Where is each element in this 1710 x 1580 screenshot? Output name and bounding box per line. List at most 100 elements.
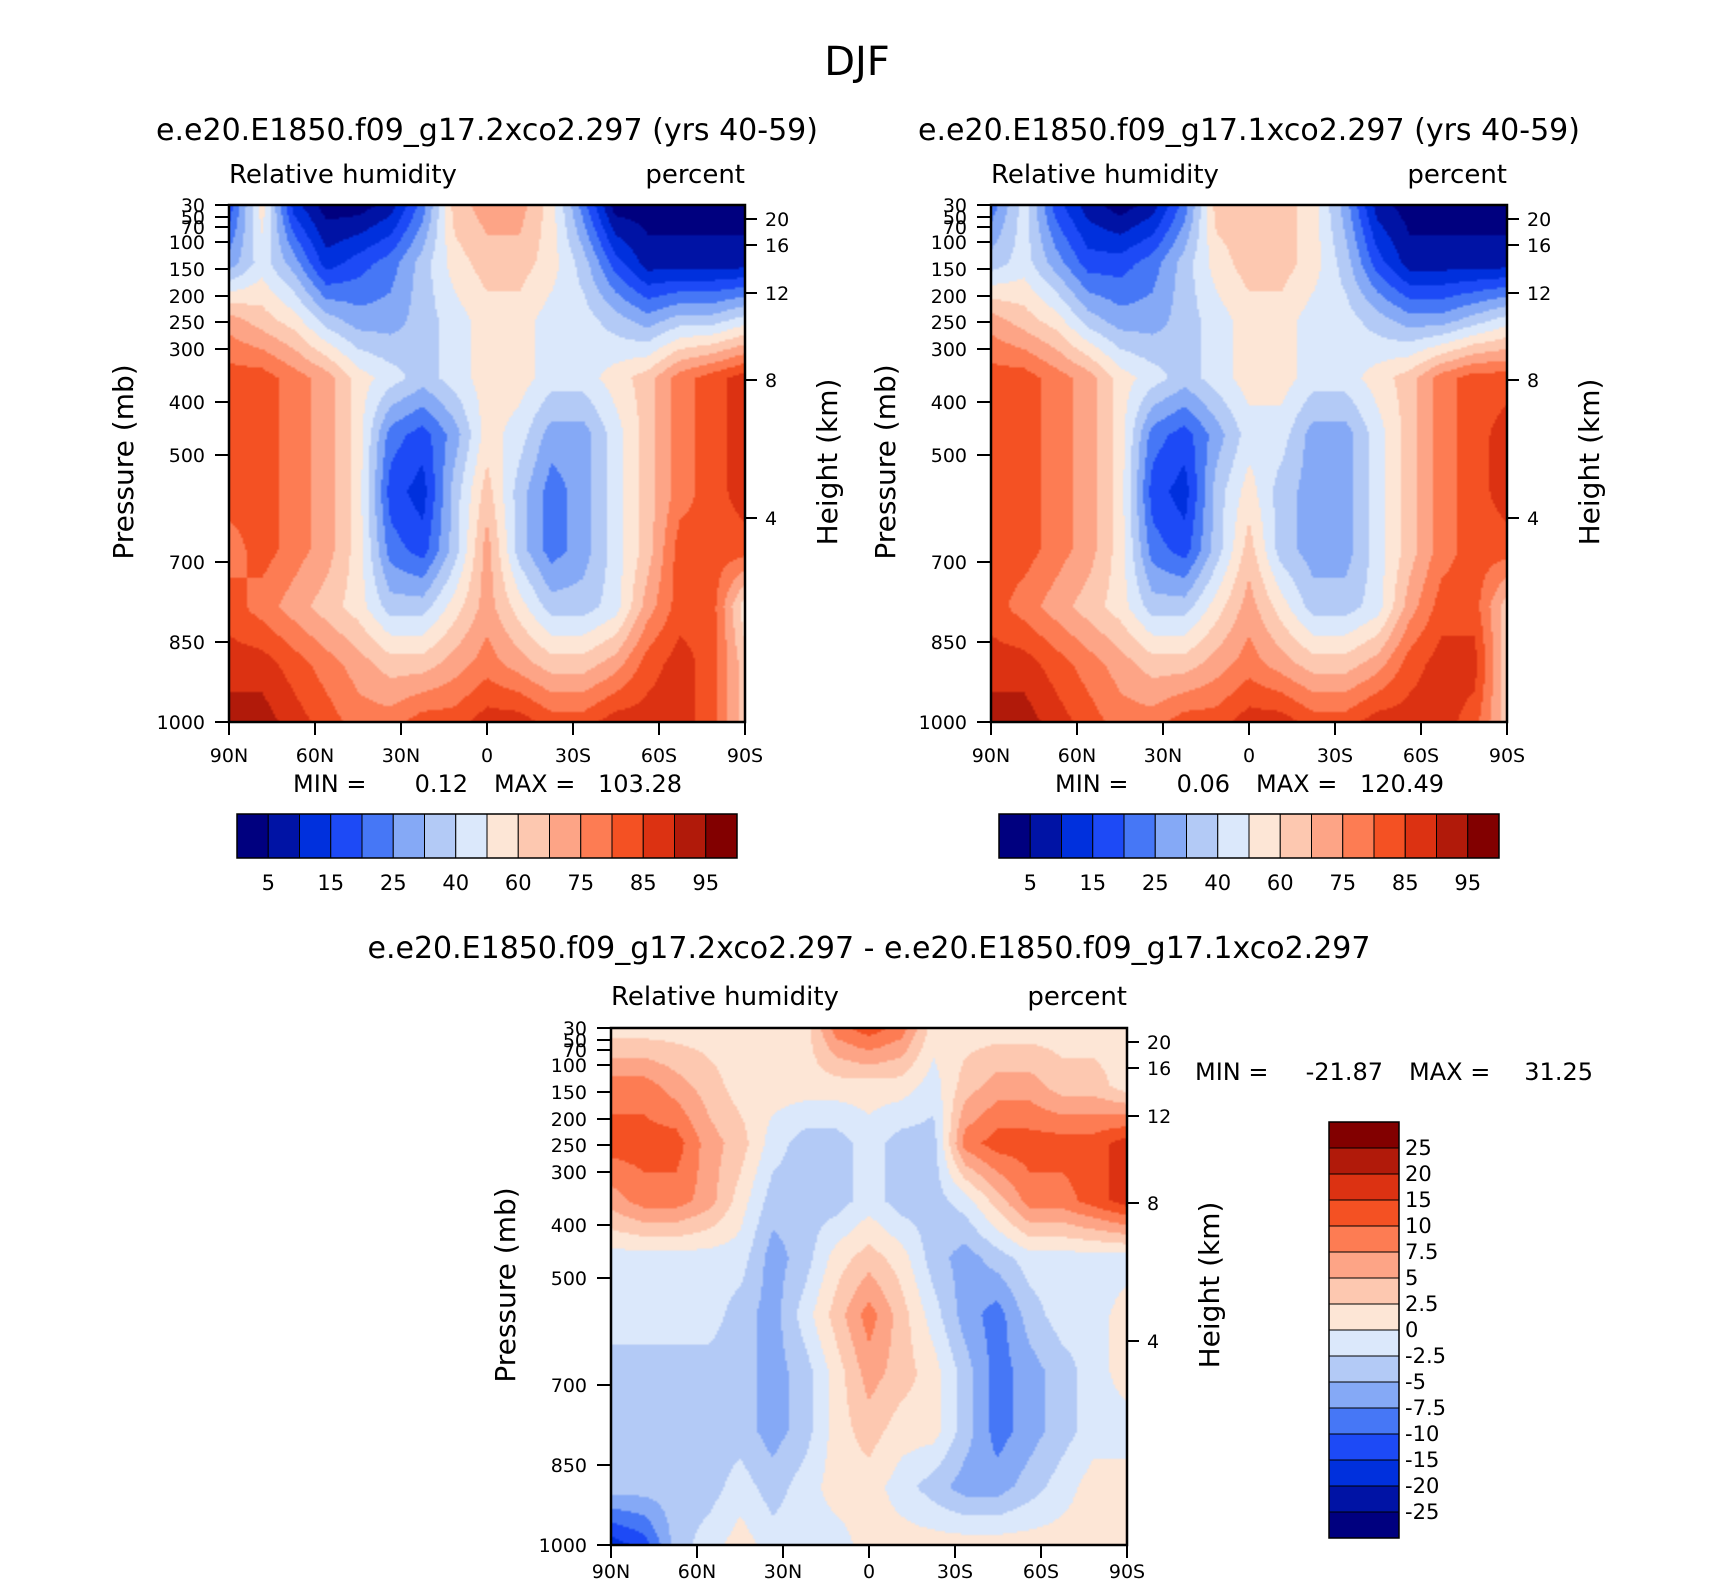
height-tick: 4 (745, 508, 777, 530)
units-label: percent (1027, 982, 1127, 1012)
height-tick-label: 12 (1147, 1106, 1171, 1128)
x-tick-label: 60S (1023, 1561, 1059, 1580)
y-tick: 500 (169, 445, 229, 467)
x-tick-label: 0 (1243, 745, 1255, 767)
colorbar-label: -15 (1405, 1448, 1439, 1472)
y-tick-label: 850 (931, 632, 967, 654)
y-tick-label: 300 (169, 339, 205, 361)
colorbar-swatch (1328, 1485, 1400, 1513)
height-tick-label: 4 (765, 508, 777, 530)
colorbar-swatch (1328, 1173, 1400, 1201)
y-tick-label: 500 (931, 445, 967, 467)
colorbar-swatch (1328, 1329, 1400, 1357)
height-tick-label: 12 (1527, 283, 1551, 305)
x-tick: 0 (863, 1545, 875, 1580)
colorbar-swatch (1328, 1511, 1400, 1539)
max-value: 31.25 (1524, 1058, 1593, 1086)
y-tick-label: 700 (931, 552, 967, 574)
min-label: MIN = (1055, 770, 1128, 798)
y-tick: 850 (169, 632, 229, 654)
x-tick: 90S (727, 722, 763, 767)
colorbar-label: 25 (1142, 871, 1169, 895)
x-tick: 0 (481, 722, 493, 767)
colorbar-swatch (267, 813, 300, 859)
colorbar-label: -7.5 (1405, 1396, 1446, 1420)
y-tick: 50 (181, 207, 229, 229)
height-tick: 8 (1507, 370, 1539, 392)
colorbar-swatch (1217, 813, 1250, 859)
y-tick: 150 (169, 259, 229, 281)
y-tick-label: 250 (931, 312, 967, 334)
units-label: percent (645, 160, 745, 190)
y-tick: 1000 (539, 1535, 611, 1557)
y-tick: 1000 (919, 712, 991, 734)
height-tick: 12 (1127, 1106, 1171, 1128)
colorbar-swatch (611, 813, 644, 859)
y-tick-label: 70 (563, 1040, 587, 1062)
y-tick: 70 (943, 217, 991, 239)
colorbar-swatch (1092, 813, 1125, 859)
y-tick-label: 200 (931, 286, 967, 308)
min-value: -21.87 (1306, 1058, 1383, 1086)
y-tick-label: 200 (551, 1109, 587, 1131)
colorbar-frame (998, 813, 1500, 859)
y-tick: 100 (551, 1055, 611, 1077)
y-axis-left: 30 50 70 100 150 200 250 300 400 500 700… (539, 1018, 611, 1557)
colorbar-label: 75 (567, 871, 594, 895)
colorbar-label: 85 (630, 871, 657, 895)
height-tick-label: 20 (1147, 1032, 1171, 1054)
contour-field (991, 205, 1507, 722)
y-axis-right: 20 16 12 8 4 (1127, 1032, 1171, 1353)
x-tick: 60S (1403, 722, 1439, 767)
y-tick-label: 700 (551, 1375, 587, 1397)
colorbar-swatch (1328, 1303, 1400, 1331)
y-tick: 300 (169, 339, 229, 361)
colorbar-label: 7.5 (1405, 1240, 1438, 1264)
y-tick: 400 (169, 392, 229, 414)
colorbar: 5 15 25 40 60 75 85 95 (236, 813, 738, 895)
max-value: 103.28 (598, 770, 682, 798)
x-tick: 30N (1144, 722, 1182, 767)
height-tick: 4 (1127, 1331, 1159, 1353)
height-tick: 12 (1507, 283, 1551, 305)
variable-label: Relative humidity (229, 160, 457, 190)
units-label: percent (1407, 160, 1507, 190)
y-axis-label-pressure: Pressure (mb) (107, 364, 140, 559)
colorbar-frame (1328, 1121, 1400, 1539)
colorbar-label: 95 (1454, 871, 1481, 895)
x-tick: 90N (210, 722, 248, 767)
x-tick: 30S (937, 1545, 973, 1580)
figure-title: DJF (824, 39, 890, 85)
y-tick-label: 50 (181, 207, 205, 229)
colorbar-swatch (330, 813, 363, 859)
x-tick-label: 90N (592, 1561, 630, 1580)
height-tick: 20 (1507, 209, 1551, 231)
y-tick: 30 (943, 195, 991, 217)
x-tick: 90S (1489, 722, 1525, 767)
y-tick-label: 30 (563, 1018, 587, 1040)
y-tick-label: 30 (181, 195, 205, 217)
y-tick-label: 500 (169, 445, 205, 467)
height-tick-label: 16 (1147, 1058, 1171, 1080)
x-tick: 90S (1109, 1545, 1145, 1580)
y-tick: 300 (551, 1162, 611, 1184)
y-tick-label: 300 (551, 1162, 587, 1184)
colorbar-swatch (1342, 813, 1375, 859)
x-tick-label: 90N (210, 745, 248, 767)
colorbar-swatch (674, 813, 707, 859)
y-tick-label: 300 (931, 339, 967, 361)
y-tick: 250 (169, 312, 229, 334)
colorbar-frame (236, 813, 738, 859)
x-tick: 60S (1023, 1545, 1059, 1580)
colorbar-swatch (1328, 1121, 1400, 1149)
y-tick: 400 (551, 1215, 611, 1237)
y-tick: 100 (169, 232, 229, 254)
colorbar-label: -5 (1405, 1370, 1426, 1394)
colorbar-swatch (1328, 1225, 1400, 1253)
y-tick: 500 (931, 445, 991, 467)
variable-label: Relative humidity (611, 982, 839, 1012)
y-tick-label: 1000 (539, 1535, 587, 1557)
y-tick-label: 400 (551, 1215, 587, 1237)
colorbar-label: 5 (1405, 1266, 1418, 1290)
colorbar-label: 5 (1024, 871, 1037, 895)
